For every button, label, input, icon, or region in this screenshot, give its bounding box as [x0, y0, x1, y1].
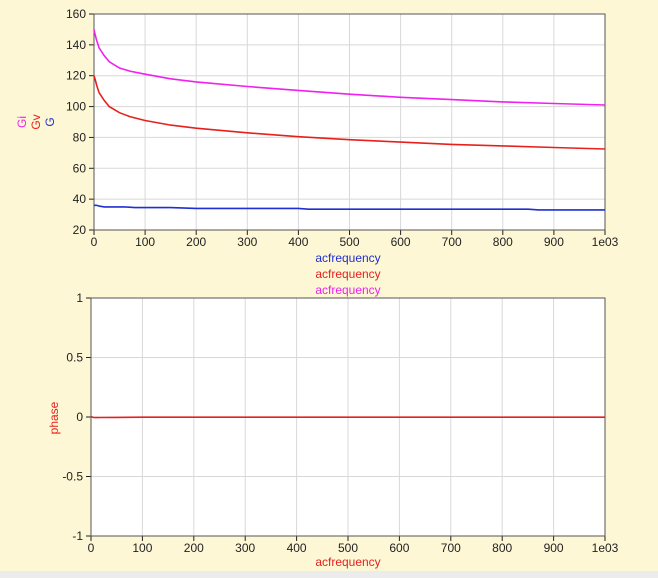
plot2-xtick-label: 700 [441, 541, 461, 555]
plot1-xtick-label: 0 [91, 235, 98, 249]
plot2-ytick-label: 0 [76, 410, 83, 424]
y-axis-label-g: G [43, 117, 57, 126]
plot1-ytick-label: 140 [66, 38, 86, 52]
plot2-ytick-label: 0.5 [66, 351, 83, 365]
plot2-xtick-label: 0 [88, 541, 95, 555]
plot1-ytick-label: 160 [66, 7, 86, 21]
plot1-xtick-label: 300 [237, 235, 257, 249]
plot1-frame [93, 13, 606, 231]
plot2-xtick-label: 600 [389, 541, 409, 555]
x-axis-label-2: acfrequency [315, 267, 380, 281]
plot2-xtick-label: 900 [544, 541, 564, 555]
plot1-xtick-label: 800 [493, 235, 513, 249]
plot1-ytick-label: 100 [66, 100, 86, 114]
plot1-xtick-label: 500 [339, 235, 359, 249]
plot2-xtick-label: 100 [132, 541, 152, 555]
x-axis-label-3: acfrequency [315, 283, 380, 297]
plot2-xtick-label: 1e03 [592, 541, 619, 555]
bottom-strip [0, 571, 658, 578]
plot2-xtick-label: 500 [338, 541, 358, 555]
y-axis-label-gv: Gv [29, 114, 43, 129]
x-axis-label-phase-plot: acfrequency [315, 555, 380, 569]
plot2-xtick-label: 200 [184, 541, 204, 555]
plot1-xtick-label: 600 [391, 235, 411, 249]
plot1-ytick-label: 80 [73, 130, 87, 144]
plot2-series-phase-line [90, 415, 605, 419]
x-axis-label-1: acfrequency [315, 251, 380, 265]
plot1-series-g-line [94, 204, 605, 211]
plot1-xtick-label: 1e03 [592, 235, 619, 249]
plot1-ytick-label: 20 [73, 223, 87, 237]
plot1-xtick-label: 200 [186, 235, 206, 249]
plot1-xtick-label: 700 [442, 235, 462, 249]
plot2-ytick-label: 1 [76, 291, 83, 305]
plot1-ytick-label: 60 [73, 161, 87, 175]
plot1-xtick-label: 100 [135, 235, 155, 249]
plot1-series-gi-line [93, 29, 606, 106]
y-axis-label-gi: Gi [15, 116, 29, 128]
plot2-ytick-label: -1 [72, 529, 83, 543]
plot1-ytick-label: 40 [73, 192, 87, 206]
plot2-xtick-label: 400 [287, 541, 307, 555]
plot1-ytick-label: 120 [66, 69, 86, 83]
plot1-series-gv-line [93, 75, 606, 150]
plot2-xtick-label: 800 [492, 541, 512, 555]
plot1-xtick-label: 400 [288, 235, 308, 249]
plot2-ytick-label: -0.5 [62, 470, 83, 484]
plot2-xtick-label: 300 [235, 541, 255, 555]
plot1-xtick-label: 900 [544, 235, 564, 249]
y-axis-label-phase: phase [47, 401, 61, 434]
